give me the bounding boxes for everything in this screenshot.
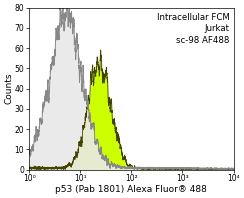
X-axis label: p53 (Pab 1801) Alexa Fluor® 488: p53 (Pab 1801) Alexa Fluor® 488 xyxy=(55,185,207,194)
Y-axis label: Counts: Counts xyxy=(4,73,13,104)
Text: Intracellular FCM
Jurkat
sc-98 AF488: Intracellular FCM Jurkat sc-98 AF488 xyxy=(157,12,229,45)
